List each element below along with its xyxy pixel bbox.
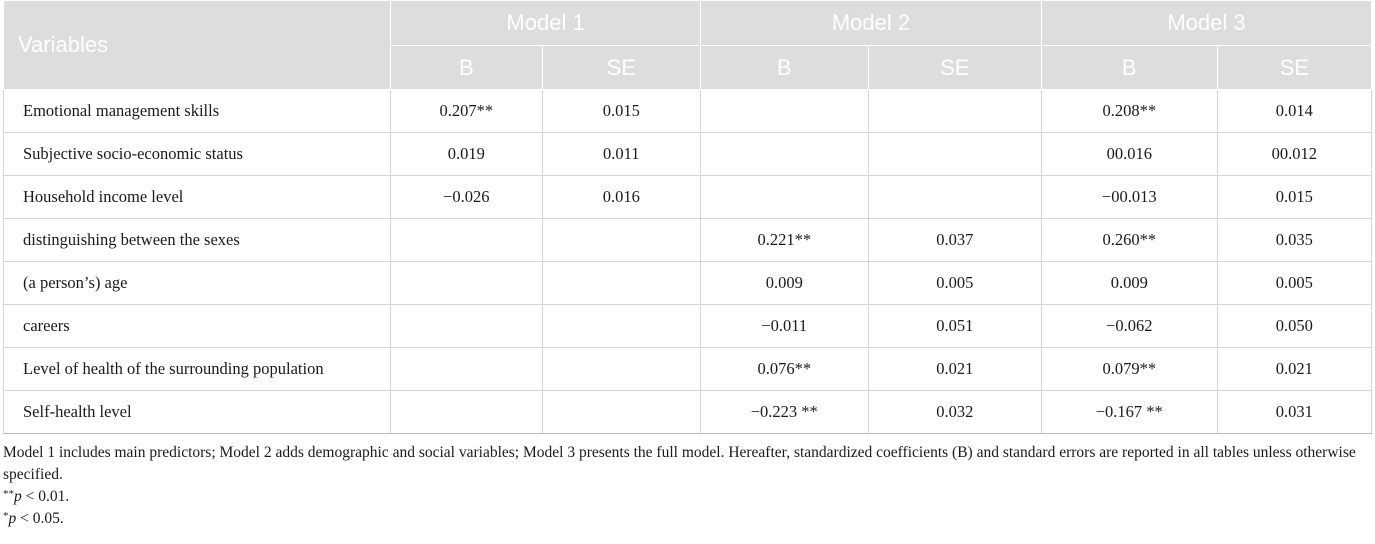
footnote-threshold: < 0.01.: [21, 488, 70, 505]
row-label: Level of health of the surrounding popul…: [2, 347, 392, 391]
table-cell: 0.208**: [1041, 89, 1218, 133]
footnote-symbol: *: [3, 510, 9, 522]
table-cell: 0.021: [867, 347, 1042, 391]
model-2-header: Model 2: [700, 0, 1042, 46]
table-cell: 0.005: [867, 261, 1042, 305]
table-cell: −00.013: [1041, 175, 1218, 219]
table-row: Level of health of the surrounding popul…: [2, 347, 1372, 391]
subheader-se: SE: [1216, 45, 1372, 90]
table-cell: [541, 304, 702, 348]
table-cell: 0.035: [1216, 218, 1372, 262]
table-cell: [541, 218, 702, 262]
row-label: careers: [2, 304, 392, 348]
regression-table: Variables Model 1 Model 2 Model 3 B SE B…: [2, 0, 1372, 434]
subheader-se: SE: [541, 45, 702, 90]
model-1-header: Model 1: [390, 0, 702, 46]
table-cell: 0.009: [700, 261, 869, 305]
table-cell: 0.016: [541, 175, 702, 219]
table-row: Self-health level −0.223 ** 0.032 −0.167…: [2, 390, 1372, 434]
table-cell: [541, 390, 702, 434]
subheader-b: B: [1041, 45, 1218, 90]
table-cell: 00.016: [1041, 132, 1218, 176]
table-cell: [867, 175, 1042, 219]
row-label: Emotional management skills: [2, 89, 392, 133]
table-cell: 0.014: [1216, 89, 1372, 133]
footnote-p: p: [14, 488, 22, 505]
table-cell: 0.032: [867, 390, 1042, 434]
footnote-p005: *p < 0.05.: [3, 508, 1372, 530]
table-cell: 0.015: [541, 89, 702, 133]
table-cell: 0.019: [390, 132, 543, 176]
table-cell: 0.005: [1216, 261, 1372, 305]
table-cell: −0.167 **: [1041, 390, 1218, 434]
table-cell: 0.079**: [1041, 347, 1218, 391]
table-cell: 0.021: [1216, 347, 1372, 391]
table-cell: [390, 218, 543, 262]
table-header: Variables Model 1 Model 2 Model 3 B SE B…: [2, 0, 1372, 90]
table-cell: [390, 261, 543, 305]
header-row-models: Variables Model 1 Model 2 Model 3: [2, 0, 1372, 90]
table-cell: 0.009: [1041, 261, 1218, 305]
footnote-symbol: **: [3, 488, 14, 500]
variables-header: Variables: [2, 0, 392, 90]
footnote-p: p: [8, 510, 17, 527]
table-row: (a person’s) age 0.009 0.005 0.009 0.005: [2, 261, 1372, 305]
table-cell: [700, 132, 869, 176]
results-table-figure: Variables Model 1 Model 2 Model 3 B SE B…: [2, 0, 1372, 530]
footnote-p001: **p < 0.01.: [3, 486, 1372, 508]
row-label: Subjective socio-economic status: [2, 132, 392, 176]
table-cell: 0.031: [1216, 390, 1372, 434]
table-cell: 0.037: [867, 218, 1042, 262]
header-row-stats: B SE B SE B SE: [4, 45, 1372, 90]
table-cell: [541, 347, 702, 391]
table-cell: [390, 390, 543, 434]
table-cell: [867, 89, 1042, 133]
table-cell: −0.223 **: [700, 390, 869, 434]
table-row: Emotional management skills 0.207** 0.01…: [2, 89, 1372, 133]
table-row: distinguishing between the sexes 0.221**…: [2, 218, 1372, 262]
table-cell: 0.207**: [390, 89, 543, 133]
table-cell: [390, 347, 543, 391]
table-body: Emotional management skills 0.207** 0.01…: [2, 89, 1372, 434]
subheader-se: SE: [867, 45, 1042, 90]
table-cell: −0.026: [390, 175, 543, 219]
table-cell: [700, 175, 869, 219]
subheader-b: B: [700, 45, 869, 90]
row-label: Self-health level: [2, 390, 392, 434]
table-row: Household income level −0.026 0.016 −00.…: [2, 175, 1372, 219]
table-row: Subjective socio-economic status 0.019 0…: [2, 132, 1372, 176]
footnote-threshold: < 0.05.: [16, 510, 64, 527]
row-label: Household income level: [2, 175, 392, 219]
table-cell: [700, 89, 869, 133]
table-cell: [390, 304, 543, 348]
table-cell: −0.062: [1041, 304, 1218, 348]
footnote-main: Model 1 includes main predictors; Model …: [3, 444, 1356, 483]
table-footnotes: Model 1 includes main predictors; Model …: [3, 442, 1372, 530]
table-cell: 0.076**: [700, 347, 869, 391]
row-label: (a person’s) age: [2, 261, 392, 305]
model-3-header: Model 3: [1041, 0, 1372, 46]
table-cell: 0.221**: [700, 218, 869, 262]
table-cell: 0.015: [1216, 175, 1372, 219]
subheader-b: B: [390, 45, 543, 90]
row-label: distinguishing between the sexes: [2, 218, 392, 262]
table-cell: 0.051: [867, 304, 1042, 348]
table-cell: [541, 261, 702, 305]
table-row: careers −0.011 0.051 −0.062 0.050: [2, 304, 1372, 348]
table-cell: 0.260**: [1041, 218, 1218, 262]
table-cell: 00.012: [1216, 132, 1372, 176]
table-cell: −0.011: [700, 304, 869, 348]
table-cell: 0.050: [1216, 304, 1372, 348]
table-cell: [867, 132, 1042, 176]
table-cell: 0.011: [541, 132, 702, 176]
